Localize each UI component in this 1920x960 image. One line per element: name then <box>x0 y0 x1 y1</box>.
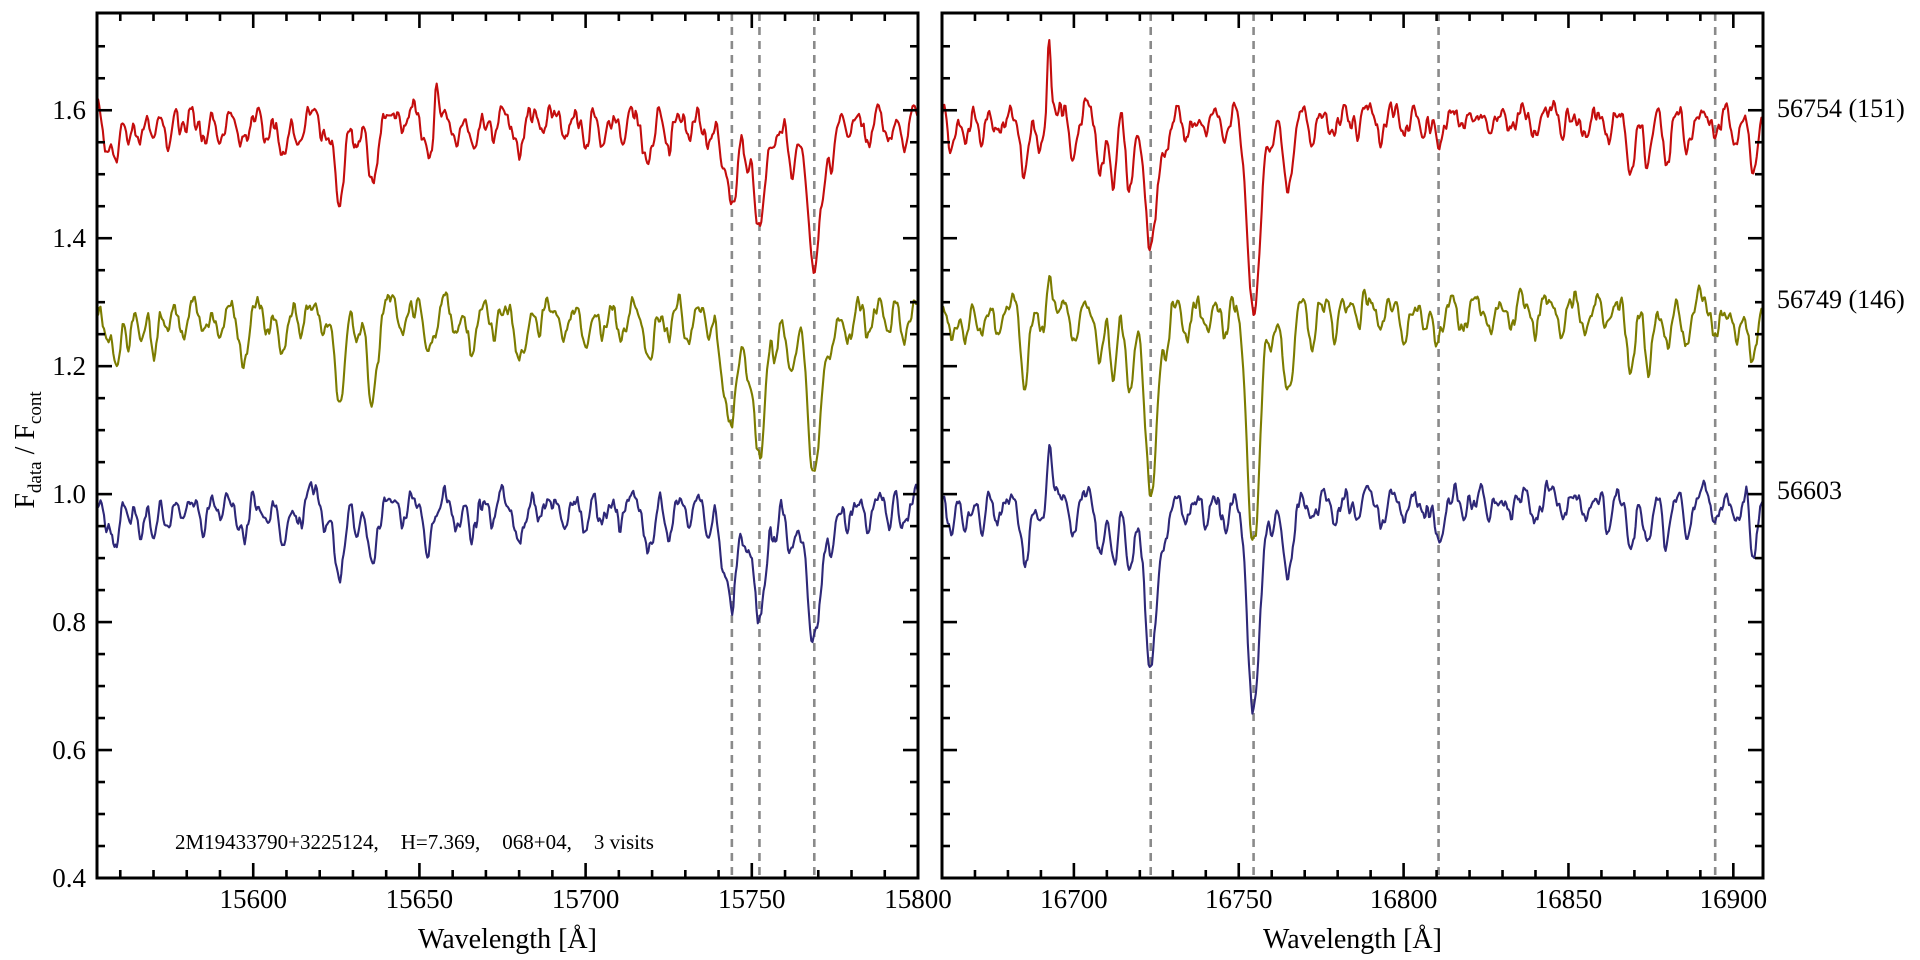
x-axis-tick-label: 15650 <box>386 884 454 914</box>
x-axis-tick-label: 16850 <box>1535 884 1603 914</box>
panel-frame-right <box>940 11 1765 880</box>
y-axis-tick-label: 0.8 <box>52 607 86 637</box>
spectrum-curve-s56603 <box>97 481 918 644</box>
y-axis-tick-label: 0.4 <box>52 863 86 893</box>
x-axis-tick-label: 15750 <box>718 884 786 914</box>
x-axis-tick-label: 15600 <box>219 884 287 914</box>
x-axis-tick-label: 16750 <box>1205 884 1273 914</box>
spectrum-curve-s56754 <box>97 82 918 274</box>
x-axis-tick-label: 16700 <box>1040 884 1108 914</box>
annotation-text: 2M19433790+3225124, H=7.369, 068+04, 3 visi… <box>175 830 654 854</box>
series-label-s56754: 56754 (151) <box>1777 94 1905 123</box>
y-axis-tick-label: 1.6 <box>52 95 86 125</box>
panel-left: 15600 15650 15700 15750 15800 0.4 0.6 0.8 1.0 1.2… <box>52 11 952 955</box>
x-axis-tick-label: 15800 <box>884 884 952 914</box>
y-axis-tick-label: 1.4 <box>52 223 86 253</box>
spectrum-curve-s56749 <box>97 291 918 472</box>
y-axis-tick-label: 1.0 <box>52 479 86 509</box>
y-axis-tick-label: 1.2 <box>52 351 86 381</box>
series-label-s56749: 56749 (146) <box>1777 285 1905 314</box>
x-axis-tick-label: 16800 <box>1370 884 1438 914</box>
panel-frame-left <box>95 11 920 880</box>
x-axis-tick-label: 15700 <box>552 884 620 914</box>
spectrum-curve-s56754 <box>942 38 1763 317</box>
y-axis-title: Fdata / Fcont <box>10 391 46 509</box>
spectrum-curve-s56749 <box>942 275 1763 541</box>
panel-right: 16700 16750 16800 16850 16900 Wavelength [Å] <box>940 11 1768 955</box>
x-axis-title-left: Wavelength [Å] <box>418 924 597 955</box>
x-axis-title-right: Wavelength [Å] <box>1263 924 1442 955</box>
series-label-s56603: 56603 <box>1777 476 1842 505</box>
spectrum-curve-s56603 <box>942 444 1763 715</box>
x-axis-tick-label: 16900 <box>1700 884 1768 914</box>
y-axis-tick-label: 0.6 <box>52 735 86 765</box>
